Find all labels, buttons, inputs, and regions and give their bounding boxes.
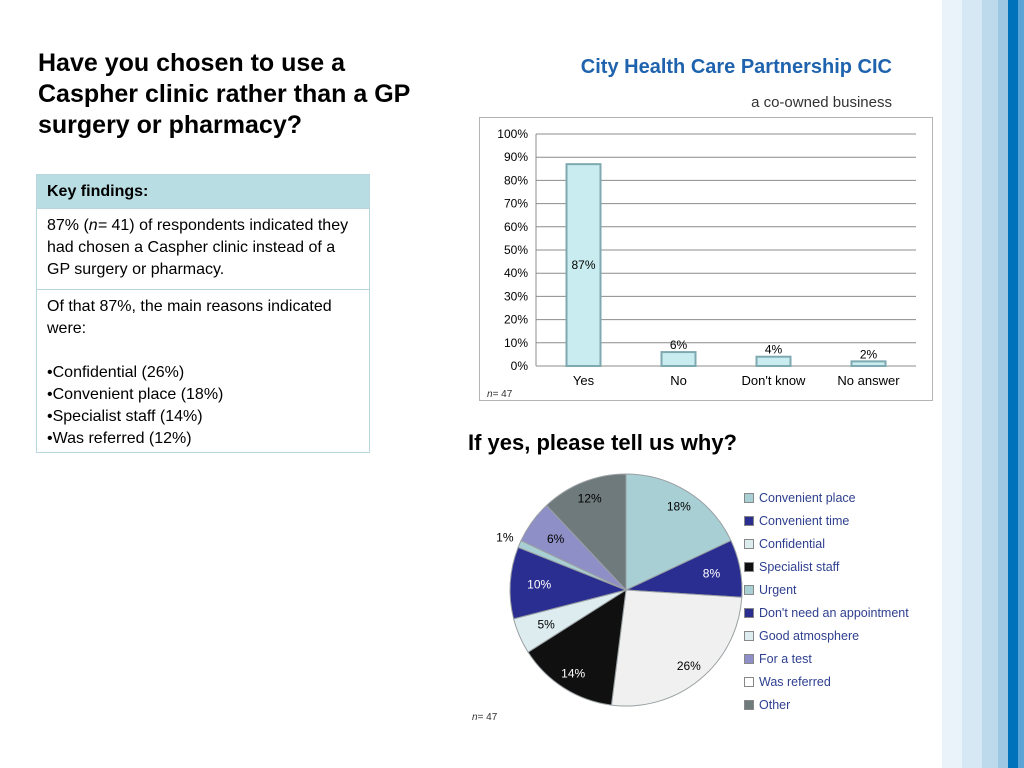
legend-swatch [744, 561, 754, 572]
pie-data-label: 5% [537, 618, 555, 632]
legend-swatch [744, 584, 754, 595]
side-stripe [1008, 0, 1018, 768]
x-tick-label: No answer [837, 373, 900, 388]
legend-label: Don't need an appointment [759, 606, 909, 621]
bar [850, 360, 887, 368]
bar-data-label: 2% [860, 347, 878, 361]
side-stripe [982, 0, 998, 768]
legend-label: Specialist staff [759, 559, 840, 574]
bar-data-label: 6% [670, 338, 688, 352]
bar-data-label: 4% [765, 343, 783, 357]
pie-slice [527, 589, 627, 706]
legend-label: Good atmosphere [759, 629, 860, 644]
reason-item: Confidential (26%) [47, 362, 359, 384]
pie-data-label: 8% [703, 567, 721, 581]
legend-item: Good atmosphere [744, 625, 909, 648]
page-title: Have you chosen to use a Caspher clinic … [38, 49, 410, 139]
bar [755, 355, 792, 368]
x-tick-label: Don't know [742, 373, 807, 388]
summary-n-symbol: n= [88, 217, 108, 234]
legend-label: Other [759, 698, 791, 713]
legend-item: Convenient place [744, 486, 909, 509]
pie-slice [625, 473, 732, 591]
pie-slice [545, 473, 627, 592]
y-tick-label: 20% [504, 313, 528, 327]
y-tick-label: 10% [504, 336, 528, 350]
y-tick-label: 30% [504, 289, 528, 303]
legend-label: Convenient place [759, 490, 856, 505]
sample-size-note: n= 47 [487, 389, 513, 400]
legend-label: Convenient time [759, 513, 850, 528]
legend-label: Urgent [759, 582, 797, 597]
legend-swatch [744, 654, 754, 665]
reason-item: Was referred (12%) [47, 428, 359, 450]
brand-name: City Health Care Partnership CIC [580, 56, 892, 78]
legend-label: Confidential [759, 536, 826, 551]
y-tick-label: 70% [504, 197, 528, 211]
bar-chart: 0% 10% 20% 30% 40% 50% 60% 70% 80% 90% 100% 87% Yes 6… [479, 117, 933, 401]
summary-text-start: 87% ( [47, 217, 89, 234]
y-tick-label: 40% [504, 266, 528, 280]
pie-data-label: 18% [667, 500, 691, 514]
pie-chart-svg: 18% 8% 26% 14% 5% 10% 1% 6% 12% n= 47 [472, 473, 743, 723]
legend-swatch [744, 492, 754, 503]
legend-item: Confidential [744, 532, 909, 555]
pie-slice [509, 546, 628, 620]
y-tick-label: 90% [504, 150, 528, 164]
y-tick-label: 0% [511, 359, 529, 373]
reason-item: Specialist staff (14%) [47, 406, 359, 428]
reason-item: Convenient place (18%) [47, 384, 359, 406]
bar-data-label: 87% [571, 258, 595, 272]
pie-data-label: 14% [561, 666, 585, 680]
legend-swatch [744, 608, 754, 619]
pie-slice [610, 589, 743, 707]
legend-label: Was referred [759, 675, 831, 690]
legend-item: Convenient time [744, 509, 909, 532]
key-findings-header: Key findings: [37, 175, 369, 209]
reasons-list: Confidential (26%) Convenient place (18%… [47, 362, 359, 450]
legend-swatch [744, 631, 754, 642]
pie-data-label: 10% [527, 578, 551, 592]
y-tick-label: 60% [504, 220, 528, 234]
legend-item: Don't need an appointment [744, 601, 909, 624]
pie-data-label: 1% [496, 531, 514, 545]
summary-text-end: 41) of respondents indicated they had ch… [47, 217, 349, 278]
legend-item: Other [744, 694, 909, 717]
pie-data-label: 6% [547, 532, 565, 546]
legend-item: For a test [744, 648, 909, 671]
x-tick-label: Yes [573, 373, 595, 388]
y-tick-label: 50% [504, 243, 528, 257]
bar [565, 163, 602, 367]
y-tick-label: 80% [504, 173, 528, 187]
pie-data-label: 26% [677, 659, 701, 673]
key-findings-summary: 87% (n= 41) of respondents indicated the… [37, 209, 369, 290]
pie-chart-title: If yes, please tell us why? [468, 430, 737, 455]
key-findings-reasons: Of that 87%, the main reasons indicated … [37, 290, 369, 452]
x-tick-label: No [670, 373, 687, 388]
pie-data-label: 12% [578, 491, 602, 505]
side-stripe [1018, 0, 1024, 768]
sample-size-note: n= 47 [472, 712, 498, 723]
bar [660, 351, 697, 368]
y-tick-label: 100% [497, 127, 528, 141]
side-stripe [942, 0, 962, 768]
legend-item: Urgent [744, 578, 909, 601]
pie-legend: Convenient place Convenient time Confident… [744, 486, 909, 717]
legend-swatch [744, 515, 754, 526]
legend-swatch [744, 677, 754, 688]
legend-swatch [744, 538, 754, 549]
bar-chart-svg: 0% 10% 20% 30% 40% 50% 60% 70% 80% 90% 100% 87% Yes 6… [487, 127, 916, 400]
key-findings-table: Key findings: 87% (n= 41) of respondents… [36, 174, 370, 453]
side-stripe [962, 0, 982, 768]
legend-label: For a test [759, 652, 812, 667]
side-stripe [998, 0, 1008, 768]
reasons-intro: Of that 87%, the main reasons indicated … [47, 298, 332, 337]
legend-swatch [744, 700, 754, 711]
legend-item: Was referred [744, 671, 909, 694]
brand-tagline: a co-owned business [751, 94, 892, 111]
legend-item: Specialist staff [744, 555, 909, 578]
decorative-side-stripes [942, 0, 1024, 768]
